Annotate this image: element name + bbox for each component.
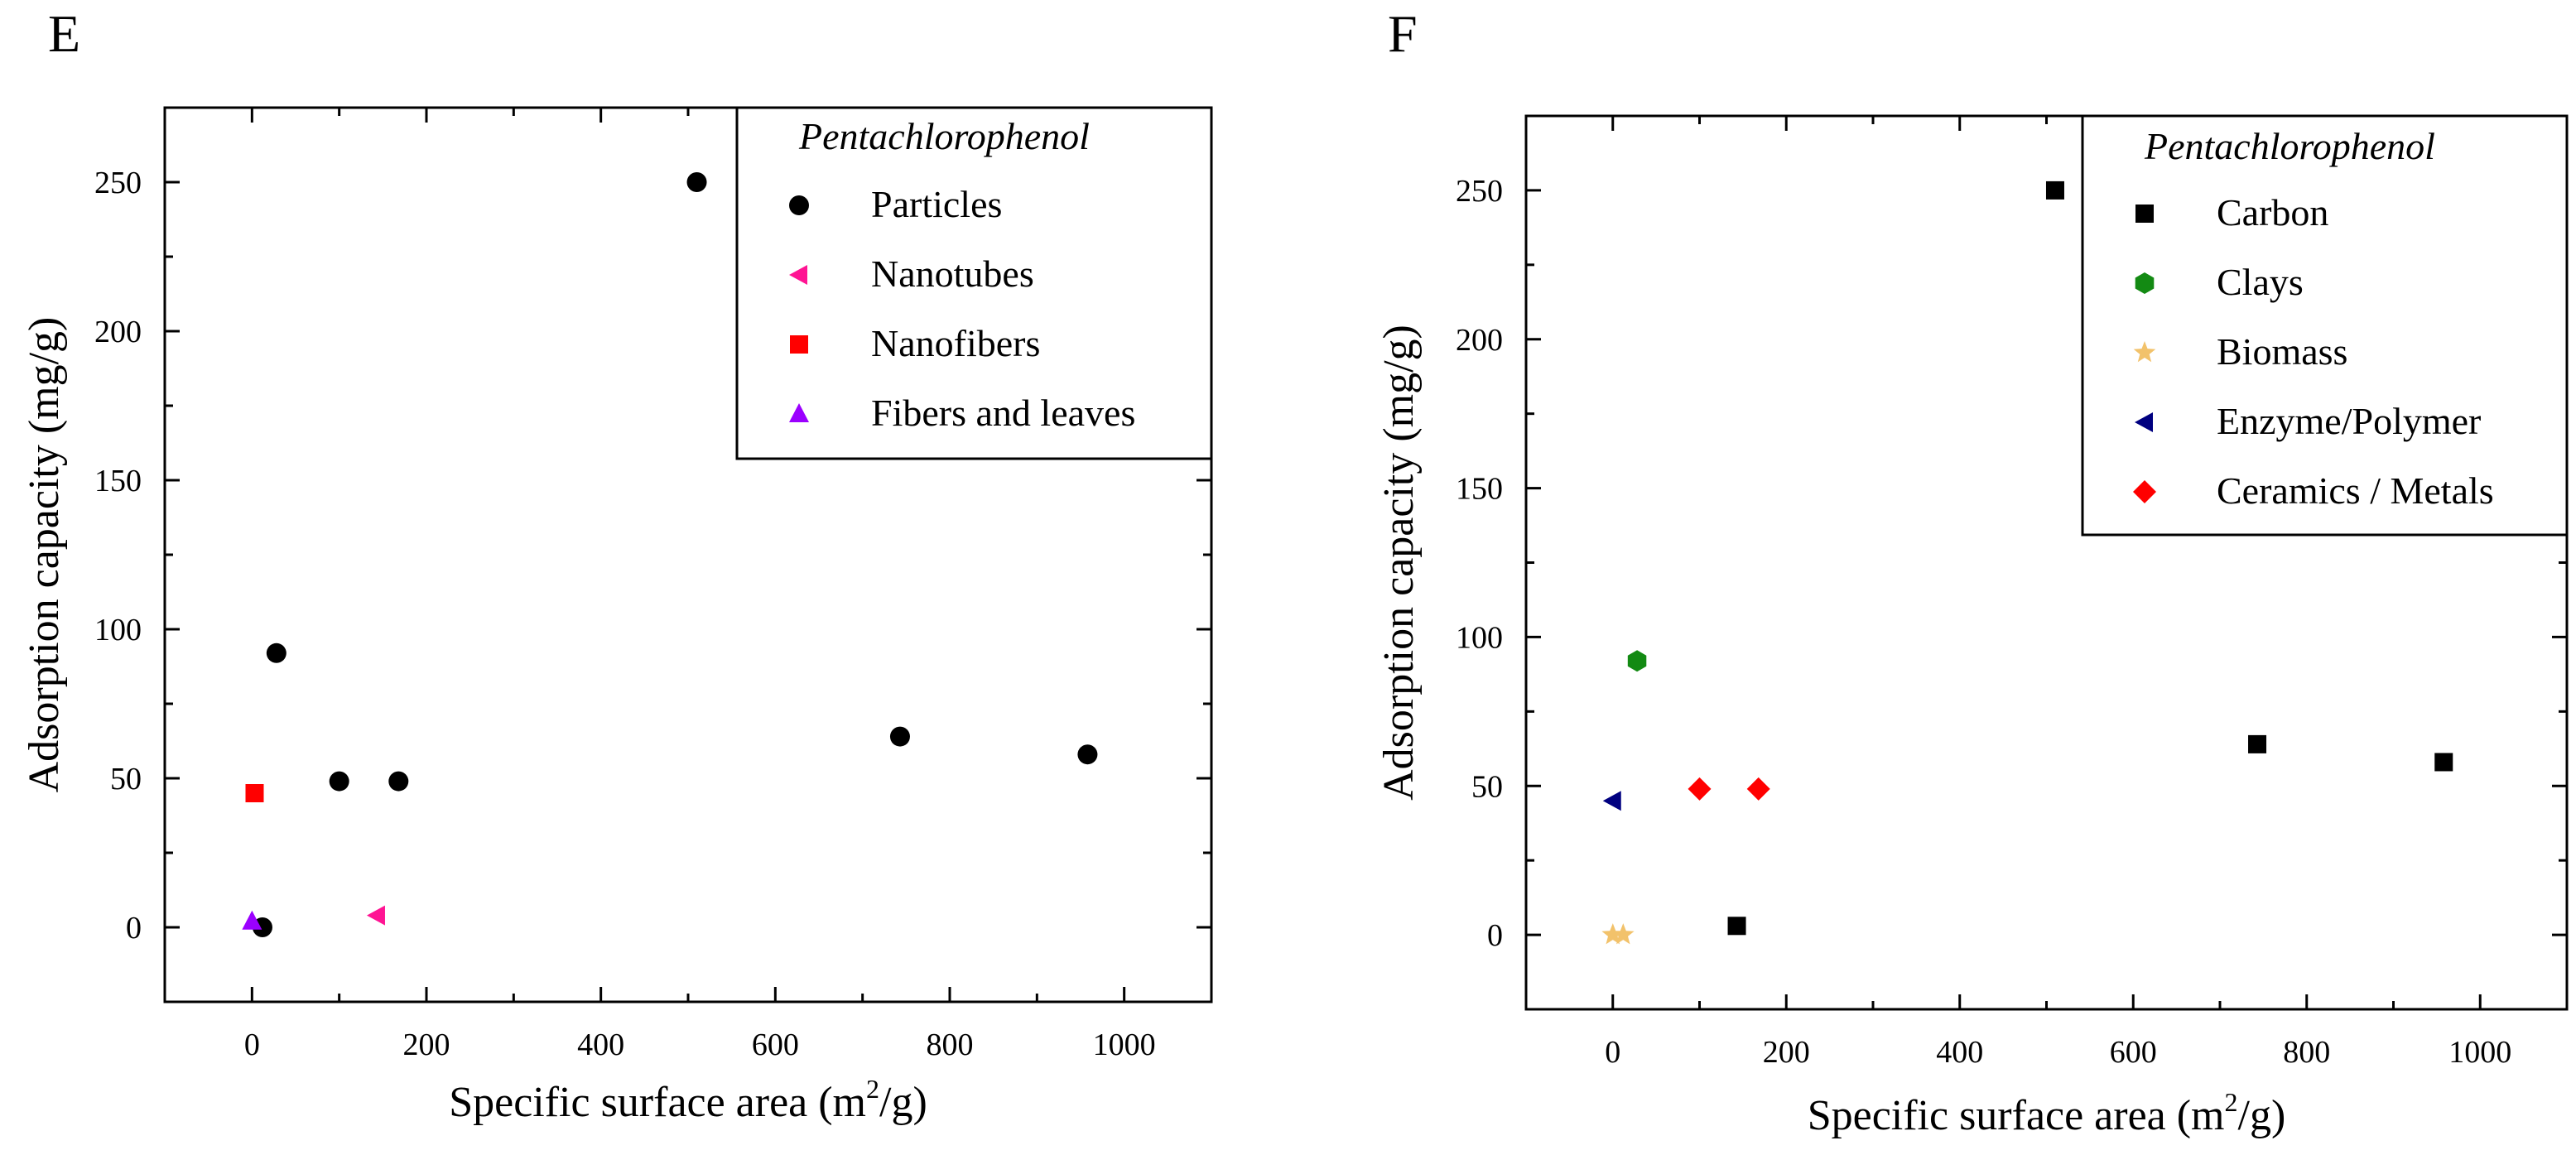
- data-point: [1602, 791, 1621, 811]
- legend-marker: [2135, 205, 2154, 223]
- x-axis-title: Specific surface area (m2/g): [449, 1074, 927, 1126]
- legend-title: Pentachlorophenol: [798, 115, 1090, 157]
- data-point: [266, 642, 286, 663]
- y-axis: 0 50 100 150 200 250: [1456, 174, 2567, 953]
- panel-label: E: [48, 4, 80, 63]
- x-axis-title-main: Specific surface area (m: [1808, 1092, 2225, 1139]
- y-tick-label: 0: [126, 911, 142, 946]
- legend-box: [735, 106, 1213, 460]
- data-point: [366, 905, 385, 926]
- data-point: [1688, 777, 1712, 801]
- x-tick-label: 0: [1605, 1035, 1620, 1070]
- y-tick-label: 100: [1456, 620, 1503, 655]
- data-point: [388, 771, 409, 792]
- y-axis-title: Adsorption capacity (mg/g): [21, 317, 68, 793]
- x-axis-title-main: Specific surface area (m: [449, 1079, 866, 1126]
- data-point: [1746, 777, 1770, 801]
- x-tick-label: 200: [403, 1027, 450, 1062]
- y-tick-label: 50: [1471, 769, 1503, 804]
- y-tick-label: 250: [94, 166, 142, 200]
- legend-marker: [2133, 480, 2156, 503]
- legend-label: Clays: [2217, 261, 2304, 303]
- legend-marker: [2135, 272, 2155, 294]
- x-tick-label: 400: [1936, 1035, 1983, 1070]
- legend: Pentachlorophenol Particles Nanotubes Nanof…: [735, 106, 1213, 460]
- x-axis-title-end: /g): [2238, 1092, 2286, 1139]
- data-point: [686, 172, 707, 192]
- x-tick-label: 1000: [2448, 1035, 2511, 1070]
- legend-label: Carbon: [2217, 191, 2328, 233]
- data-point: [1612, 923, 1635, 945]
- data-point: [245, 784, 264, 802]
- legend-marker: [790, 335, 808, 354]
- legend-label: Biomass: [2217, 330, 2347, 373]
- x-tick-label: 800: [2283, 1035, 2330, 1070]
- y-tick-label: 250: [1456, 174, 1503, 209]
- y-tick-label: 100: [94, 613, 142, 647]
- y-tick-label: 0: [1487, 918, 1503, 953]
- x-tick-label: 1000: [1093, 1027, 1156, 1062]
- legend: Pentachlorophenol Carbon Clays Biomass Enzym…: [2081, 114, 2569, 537]
- x-tick-label: 600: [752, 1027, 799, 1062]
- legend-label: Fibers and leaves: [871, 392, 1135, 434]
- legend-label: Ceramics / Metals: [2217, 469, 2494, 512]
- data-points: [1601, 180, 2453, 945]
- panel-label: F: [1388, 4, 1418, 63]
- x-tick-label: 0: [244, 1027, 260, 1062]
- x-tick-label: 600: [2110, 1035, 2157, 1070]
- data-point: [1627, 650, 1647, 672]
- legend-marker: [789, 195, 809, 215]
- data-point: [329, 771, 349, 792]
- x-axis-title-end: /g): [879, 1079, 927, 1126]
- x-axis: 0 200 400 600 800 1000: [244, 108, 1156, 1062]
- x-axis-title-superscript: 2: [866, 1074, 879, 1104]
- legend-box: [2081, 114, 2569, 537]
- legend-label: Enzyme/Polymer: [2217, 400, 2481, 442]
- panel-e: E 0 200 400 600 800 1000 0 50 100 150 200 250 Specifi…: [21, 4, 1213, 1126]
- legend-marker: [2133, 341, 2156, 363]
- y-axis-title: Adsorption capacity (mg/g): [1375, 325, 1423, 801]
- data-point: [1077, 744, 1098, 765]
- y-tick-label: 150: [1456, 472, 1503, 507]
- panel-f: F 0 200 400 600 800 1000 0 50 100 150 200 250 Specifi…: [1375, 4, 2569, 1139]
- data-point: [242, 910, 262, 930]
- x-tick-label: 400: [577, 1027, 624, 1062]
- y-tick-label: 50: [110, 762, 142, 796]
- x-tick-label: 800: [927, 1027, 974, 1062]
- data-points: [242, 172, 1098, 937]
- legend-label: Nanotubes: [871, 253, 1034, 295]
- x-axis-title-superscript: 2: [2225, 1087, 2238, 1117]
- x-tick-label: 200: [1763, 1035, 1810, 1070]
- legend-marker: [789, 403, 809, 422]
- data-point: [1601, 923, 1625, 945]
- y-tick-label: 200: [1456, 323, 1503, 358]
- y-tick-label: 150: [94, 464, 142, 498]
- legend-marker: [789, 265, 807, 285]
- data-point: [1727, 917, 1746, 936]
- legend-label: Nanofibers: [871, 322, 1040, 364]
- data-point: [889, 726, 910, 747]
- legend-marker: [2135, 412, 2153, 432]
- data-point: [2434, 753, 2453, 772]
- data-point: [2248, 734, 2267, 753]
- legend-title: Pentachlorophenol: [2144, 125, 2435, 167]
- data-point: [2045, 180, 2064, 200]
- y-tick-label: 200: [94, 315, 142, 349]
- x-axis-title: Specific surface area (m2/g): [1808, 1087, 2286, 1139]
- legend-label: Particles: [871, 183, 1002, 225]
